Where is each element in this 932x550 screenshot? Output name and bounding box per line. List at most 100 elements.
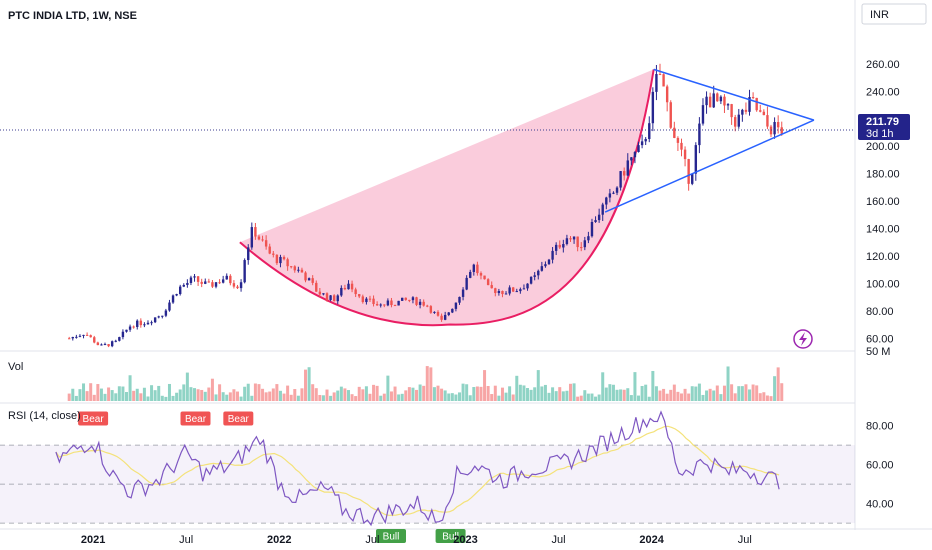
volume-bar xyxy=(594,396,598,401)
volume-bar xyxy=(82,383,86,401)
time-axis[interactable]: 2021 Jul 2022 Jul 2023 Jul 2024 Jul xyxy=(81,534,752,546)
rsi-tick-label: 80.00 xyxy=(866,421,894,433)
volume-bar xyxy=(207,387,211,401)
volume-bar xyxy=(350,394,354,401)
volume-bar xyxy=(232,389,236,401)
volume-bar xyxy=(253,383,257,401)
candle-body xyxy=(544,264,547,267)
candle-body xyxy=(723,96,726,106)
candle-body xyxy=(680,142,683,150)
volume-bar xyxy=(493,385,497,401)
rsi-signal-badge xyxy=(435,529,466,544)
candle-body xyxy=(759,110,762,112)
volume-bar xyxy=(364,386,368,401)
candle-body xyxy=(293,266,296,271)
candle-body xyxy=(447,312,450,315)
volume-bar xyxy=(157,385,161,401)
volume-bar xyxy=(697,383,701,401)
volume-bar xyxy=(715,385,719,401)
candle-body xyxy=(465,277,468,290)
volume-bar xyxy=(142,387,146,401)
candle-body xyxy=(551,250,554,260)
candle-body xyxy=(153,317,157,323)
candle-body xyxy=(318,291,322,295)
candle-body xyxy=(461,289,465,297)
volume-bar xyxy=(568,383,572,401)
rsi-pane-title: RSI (14, close) xyxy=(8,410,81,422)
candle-body xyxy=(254,227,257,237)
volume-bar xyxy=(676,391,680,401)
volume-bar xyxy=(235,391,239,401)
candle-body xyxy=(580,247,583,249)
candle-body xyxy=(75,336,78,338)
candle-body xyxy=(472,264,476,272)
candle-body xyxy=(458,296,461,303)
volume-bar xyxy=(307,367,311,401)
candle-body xyxy=(164,310,168,316)
candle-body xyxy=(565,238,569,245)
candle-body xyxy=(175,294,178,296)
candle-body xyxy=(322,293,325,295)
volume-bar xyxy=(572,383,576,401)
currency-button[interactable] xyxy=(861,3,927,25)
volume-bar xyxy=(450,393,454,401)
candle-body xyxy=(325,293,329,300)
volume-bar xyxy=(286,385,290,401)
candle-body xyxy=(78,335,82,337)
candle-body xyxy=(701,105,705,124)
volume-bar xyxy=(228,392,232,401)
cup-pattern xyxy=(239,69,655,327)
candle-body xyxy=(762,111,766,116)
candle-body xyxy=(601,204,604,215)
volume-bar xyxy=(164,396,168,401)
price-tick-label: 140.00 xyxy=(866,224,900,236)
volume-bar xyxy=(733,393,737,401)
candle-body xyxy=(365,298,368,303)
volume-bar xyxy=(436,385,440,401)
candle-body xyxy=(71,336,74,339)
candle-body xyxy=(440,315,443,320)
volume-bar xyxy=(669,389,673,401)
bar-countdown: 3d 1h xyxy=(866,128,894,140)
candle-body xyxy=(232,283,236,287)
candle-body xyxy=(626,160,629,176)
volume-bar xyxy=(346,390,350,401)
volume-bar xyxy=(261,388,265,401)
candle-body xyxy=(418,301,422,305)
volume-bar xyxy=(411,387,415,401)
volume-bar xyxy=(139,393,143,401)
candle-body xyxy=(615,187,619,193)
volume-bar xyxy=(554,391,558,401)
volume-bar xyxy=(730,384,734,401)
candle-body xyxy=(207,281,211,283)
candle-body xyxy=(390,300,393,306)
candle-body xyxy=(469,271,472,278)
volume-bar xyxy=(74,395,78,401)
candle-body xyxy=(719,96,723,102)
rsi-tick-label: 40.00 xyxy=(866,499,894,511)
volume-bar xyxy=(737,386,741,401)
volume-bar xyxy=(221,392,225,401)
volume-bar xyxy=(304,369,308,401)
volume-bar xyxy=(289,394,293,401)
candle-body xyxy=(114,340,117,342)
volume-bar xyxy=(672,384,676,401)
price-tick-label: 200.00 xyxy=(866,141,900,153)
volume-bar xyxy=(443,390,447,401)
volume-bar xyxy=(744,384,748,401)
volume-bar xyxy=(67,393,71,401)
candle-body xyxy=(669,102,672,128)
volume-bar xyxy=(615,389,619,401)
volume-bar xyxy=(590,393,594,401)
rsi-signals: Bear Bear Bear Bull Bull xyxy=(78,411,466,544)
volume-bar xyxy=(769,396,773,401)
volume-bar xyxy=(751,384,755,401)
lightning-icon[interactable] xyxy=(793,329,813,349)
candle-body xyxy=(118,337,121,341)
candle-body xyxy=(751,97,755,99)
volume-bar xyxy=(171,395,175,401)
rsi-signal-label: Bull xyxy=(442,532,459,543)
candle-body xyxy=(139,320,143,326)
price-tick-label: 180.00 xyxy=(866,169,900,181)
